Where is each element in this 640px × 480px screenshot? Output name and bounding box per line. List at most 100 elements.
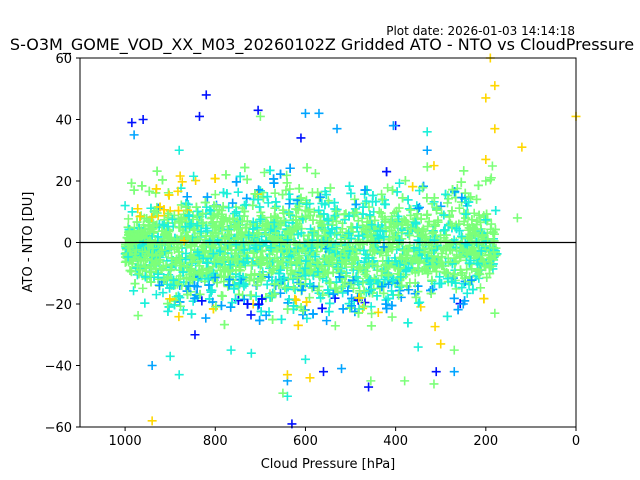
data-point [250,189,260,199]
data-point [294,278,304,288]
data-point [385,222,395,232]
data-point [193,247,203,257]
data-point [410,278,420,288]
data-point [127,207,137,217]
data-point [176,214,186,224]
data-point [440,225,450,235]
data-point [285,194,295,204]
outlier-point [429,379,439,389]
data-point [198,218,208,228]
data-point [225,214,235,224]
data-point [164,243,174,253]
data-point [238,257,248,267]
data-point [484,263,494,273]
data-point [137,181,147,191]
data-point [125,266,135,276]
data-point [491,205,501,215]
chart-title: S-O3M_GOME_VOD_XX_M03_20260102Z Gridded … [10,35,634,55]
data-point [319,209,329,219]
data-point [406,205,416,215]
data-point [394,282,404,292]
data-point [403,229,413,239]
y-tick-label: 20 [55,175,72,190]
data-point [184,211,194,221]
data-point [147,212,157,222]
data-point [196,226,206,236]
data-point [123,252,133,262]
data-point [487,161,497,171]
data-point [231,240,241,250]
data-point [129,286,139,296]
data-point [256,306,266,316]
data-point [270,226,280,236]
data-point [313,285,323,295]
data-point [453,305,463,315]
outlier-point [174,145,184,155]
data-point [374,207,384,217]
data-point [460,273,470,283]
data-point [315,272,325,282]
data-point [164,190,174,200]
data-point [275,288,285,298]
data-point [223,281,233,291]
data-point [270,188,280,198]
data-point [452,246,462,256]
data-point [348,283,358,293]
data-point [481,236,491,246]
data-point [232,254,242,264]
data-point [197,296,207,306]
data-point [398,193,408,203]
data-point [210,190,220,200]
data-point [208,217,218,227]
data-point [368,190,378,200]
outlier-point [174,370,184,380]
data-point [194,267,204,277]
data-point [236,230,246,240]
data-point [285,184,295,194]
data-point [182,231,192,241]
data-point [482,273,492,283]
data-point [423,221,433,231]
outlier-point [246,348,256,358]
data-point [257,294,267,304]
data-point [331,206,341,216]
data-point [291,240,301,250]
data-point [359,245,369,255]
data-point [224,280,234,290]
data-point [262,192,272,202]
y-tick-label: 0 [64,237,72,252]
data-point [257,246,267,256]
data-point [210,273,220,283]
data-point [239,281,249,291]
data-point [151,184,161,194]
data-point [302,163,312,173]
data-point [138,283,148,293]
data-point [379,232,389,242]
data-point [375,226,385,236]
data-point [206,242,216,252]
data-point [151,290,161,300]
y-axis-label: ATO - NTO [DU] [21,192,36,293]
data-point [211,222,221,232]
data-point [186,219,196,229]
outlier-point [517,142,527,152]
outlier-point [364,382,374,392]
data-point [124,226,134,236]
data-point [310,168,320,178]
data-point [211,302,221,312]
data-point [344,211,354,221]
data-point [415,245,425,255]
data-point [181,255,191,265]
data-point [450,278,460,288]
data-point [451,284,461,294]
data-point [418,181,428,191]
data-point [265,165,275,175]
data-point [330,321,340,331]
data-point [282,178,292,188]
data-point [404,230,414,240]
outlier-point [449,345,459,355]
data-point [469,208,479,218]
data-point [394,178,404,188]
outlier-point [300,108,310,118]
